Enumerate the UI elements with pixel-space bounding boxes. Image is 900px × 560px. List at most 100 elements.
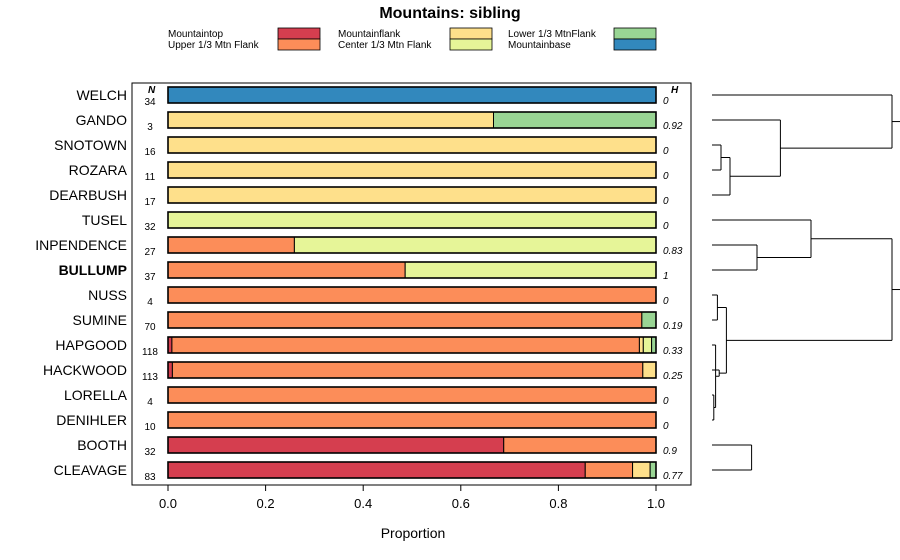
n-column-header: N [148, 85, 156, 96]
bar-segment [404, 261, 657, 279]
bar-outline [167, 361, 657, 379]
bar-outline [167, 211, 657, 229]
bar-outline [167, 186, 657, 204]
bar-outline [167, 461, 657, 479]
bar-outline [167, 336, 657, 354]
bar-segment [167, 286, 657, 304]
bar-segment [503, 436, 657, 454]
legend-swatch [613, 38, 657, 51]
bar-segment [167, 386, 657, 404]
n-value: 16 [144, 147, 156, 158]
h-value: 1 [663, 271, 669, 282]
bar-segment [638, 336, 644, 354]
n-value: 17 [144, 197, 156, 208]
legend-label: Upper 1/3 Mtn Flank [168, 40, 260, 51]
h-value: 0 [663, 171, 669, 182]
bar-segment [167, 86, 657, 104]
h-value: 0.9 [663, 446, 677, 457]
bar-segment [167, 211, 657, 229]
x-tick-label: 1.0 [647, 496, 665, 511]
bar-outline [167, 261, 657, 279]
n-value: 37 [144, 272, 156, 283]
h-value: 0.83 [663, 246, 683, 257]
bar-segment [492, 111, 657, 129]
legend-swatch [613, 27, 657, 40]
h-value: 0 [663, 421, 669, 432]
row-label: GANDO [76, 112, 127, 128]
n-value: 4 [147, 397, 153, 408]
row-label: ROZARA [69, 162, 128, 178]
bar-segment [167, 236, 295, 254]
bar-segment [167, 261, 406, 279]
n-value: 118 [142, 347, 158, 358]
n-value: 32 [144, 222, 156, 233]
h-value: 0 [663, 146, 669, 157]
bar-outline [167, 136, 657, 154]
row-label: HAPGOOD [55, 337, 127, 353]
bar-outline [167, 286, 657, 304]
legend-label: Center 1/3 Mtn Flank [338, 40, 432, 51]
chart-title: Mountains: sibling [379, 5, 521, 22]
x-tick-label: 0.2 [257, 496, 275, 511]
row-label: INPENDENCE [35, 237, 127, 253]
n-value: 3 [147, 122, 153, 133]
row-label: HACKWOOD [43, 362, 127, 378]
x-tick-label: 0.4 [354, 496, 372, 511]
h-value: 0 [663, 221, 669, 232]
bar-segment [167, 311, 643, 329]
bar-segment [167, 111, 494, 129]
n-value: 10 [144, 422, 156, 433]
row-label: BULLUMP [59, 262, 127, 278]
row-label: LORELLA [64, 387, 128, 403]
bar-segment [167, 136, 657, 154]
n-value: 113 [142, 372, 158, 383]
bar-segment [642, 336, 653, 354]
bar-outline [167, 161, 657, 179]
bar-outline [167, 236, 657, 254]
h-value: 0.77 [663, 471, 683, 482]
bar-outline [167, 436, 657, 454]
bar-segment [641, 311, 657, 329]
h-value: 0.25 [663, 371, 683, 382]
bar-rows: WELCH 34 0 GANDO 3 0.92 SNOTOWN 16 0 ROZARA 1 1 0 DEA… [35, 86, 683, 483]
bar-segment [293, 236, 657, 254]
x-tick-label: 0.8 [549, 496, 567, 511]
bar-segment [632, 461, 651, 479]
n-value: 27 [144, 247, 156, 258]
h-value: 0 [663, 96, 669, 107]
bar-segment [649, 461, 657, 479]
row-label: BOOTH [77, 437, 127, 453]
bar-segment [167, 186, 657, 204]
bar-outline [167, 311, 657, 329]
bar-outline [167, 86, 657, 104]
row-label: DENIHLER [56, 412, 127, 428]
dendrogram [712, 94, 900, 471]
bar-segment [167, 161, 657, 179]
row-label: SNOTOWN [54, 137, 127, 153]
h-value: 0.92 [663, 121, 683, 132]
x-axis: 0.0 0.2 0.4 0.6 0.8 1.0 [159, 485, 665, 511]
n-value: 34 [144, 97, 156, 108]
h-value: 0 [663, 296, 669, 307]
bar-segment [171, 361, 644, 379]
h-column-header: H [671, 85, 679, 96]
n-value: 70 [144, 322, 156, 333]
h-value: 0.33 [663, 346, 683, 357]
h-value: 0.19 [663, 321, 683, 332]
row-label: TUSEL [82, 212, 127, 228]
x-axis-title: Proportion [381, 525, 446, 541]
row-label: WELCH [76, 87, 127, 103]
bar-segment [167, 461, 586, 479]
legend-label: Lower 1/3 MtnFlank [508, 29, 597, 40]
row-label: CLEAVAGE [54, 462, 127, 478]
row-label: NUSS [88, 287, 127, 303]
bar-segment [167, 436, 505, 454]
legend-label: Mountainflank [338, 29, 401, 40]
n-value: 32 [144, 447, 156, 458]
bar-segment [167, 411, 657, 429]
legend-label: Mountaintop [168, 29, 223, 40]
bar-outline [167, 386, 657, 404]
row-label: DEARBUSH [49, 187, 127, 203]
